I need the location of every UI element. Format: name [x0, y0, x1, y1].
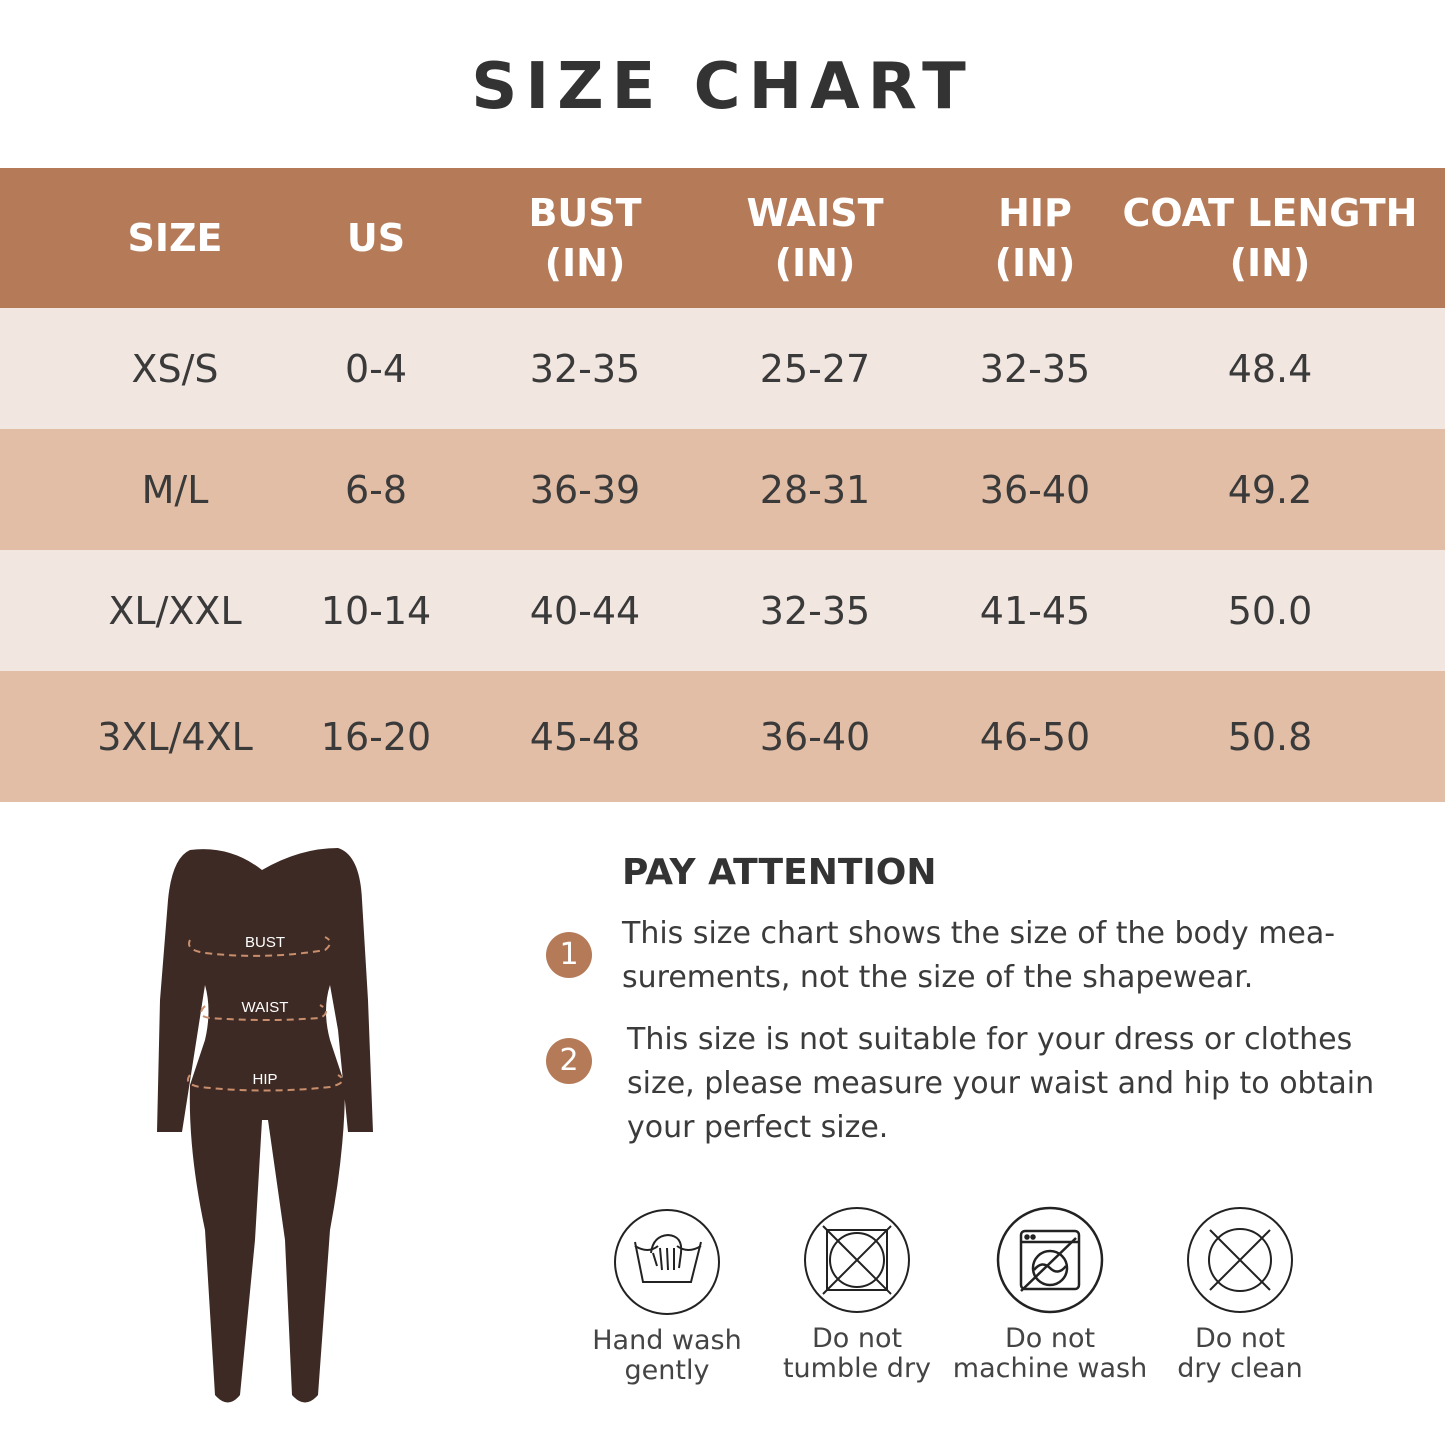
table-row: XL/XXL 10-14 40-44 32-35 41-45 50.0 — [0, 550, 1445, 671]
table-cell: 3XL/4XL — [97, 714, 253, 759]
table-cell: 49.2 — [1227, 467, 1313, 512]
table-cell: 45-48 — [529, 714, 641, 759]
table-cell: 36-40 — [979, 467, 1091, 512]
care-no-dry-clean: Do not dry clean — [1140, 1206, 1340, 1384]
note-text: This size chart shows the size of the bo… — [622, 916, 1336, 995]
table-row: 3XL/4XL 16-20 45-48 36-40 46-50 50.8 — [0, 671, 1445, 802]
bust-label: BUST — [245, 934, 285, 951]
care-label: Hand wash gently — [592, 1325, 742, 1386]
table-row: M/L 6-8 36-39 28-31 36-40 49.2 — [0, 429, 1445, 550]
table-cell: 32-35 — [759, 588, 871, 633]
table-header: SIZE US BUST (IN) WAIST (IN) HIP (IN) CO… — [0, 168, 1445, 308]
care-hand-wash: Hand wash gently — [567, 1208, 767, 1386]
header-us: US — [346, 216, 406, 260]
hip-label: HIP — [252, 1071, 277, 1088]
table-cell: 50.0 — [1227, 588, 1313, 633]
table-cell: M/L — [141, 467, 209, 512]
header-coat-length: COAT LENGTH (IN) — [1122, 191, 1418, 285]
table-cell: 10-14 — [320, 588, 432, 633]
table-cell: 32-35 — [979, 346, 1091, 391]
size-table: SIZE US BUST (IN) WAIST (IN) HIP (IN) CO… — [0, 168, 1445, 802]
table-cell: 28-31 — [759, 467, 871, 512]
no-tumble-dry-icon — [804, 1207, 910, 1313]
note-text: This size is not suitable for your dress… — [627, 1022, 1375, 1145]
table-cell: 32-35 — [529, 346, 641, 391]
page-title: SIZE CHART — [471, 50, 974, 124]
table-cell: 50.8 — [1227, 714, 1313, 759]
table-cell: XS/S — [131, 346, 219, 391]
no-machine-wash-icon — [996, 1206, 1104, 1314]
care-no-machine-wash: Do not machine wash — [950, 1206, 1150, 1384]
hand-wash-icon — [614, 1209, 720, 1315]
care-no-tumble-dry: Do not tumble dry — [757, 1206, 957, 1384]
care-label: Do not tumble dry — [782, 1323, 932, 1384]
table-row: XS/S 0-4 32-35 25-27 32-35 48.4 — [0, 308, 1445, 429]
table-cell: 16-20 — [320, 714, 432, 759]
waist-measure-line — [200, 1004, 327, 1021]
care-label: Do not machine wash — [952, 1323, 1148, 1384]
header-hip: HIP (IN) — [994, 191, 1076, 285]
number-badge: 1 — [546, 932, 592, 978]
attention-title: PAY ATTENTION — [622, 852, 937, 893]
table-cell: 40-44 — [529, 588, 641, 633]
table-cell: 48.4 — [1227, 346, 1313, 391]
table-cell: 36-40 — [759, 714, 871, 759]
bodysuit-silhouette — [157, 848, 373, 1403]
table-cell: 41-45 — [979, 588, 1091, 633]
table-cell: 6-8 — [344, 467, 408, 512]
no-dry-clean-icon — [1187, 1207, 1293, 1313]
table-cell: XL/XXL — [108, 588, 242, 633]
table-cell: 46-50 — [979, 714, 1091, 759]
table-cell: 0-4 — [344, 346, 408, 391]
header-size: SIZE — [127, 216, 223, 260]
table-cell: 36-39 — [529, 467, 641, 512]
waist-label: WAIST — [242, 999, 289, 1016]
header-bust: BUST (IN) — [528, 191, 642, 285]
header-waist: WAIST (IN) — [746, 191, 884, 285]
number-badge: 2 — [546, 1038, 592, 1084]
care-label: Do not dry clean — [1177, 1323, 1303, 1384]
hip-measure-line — [187, 1074, 344, 1092]
garment-figure: BUST WAIST HIP — [157, 848, 373, 1403]
table-cell: 25-27 — [759, 346, 871, 391]
